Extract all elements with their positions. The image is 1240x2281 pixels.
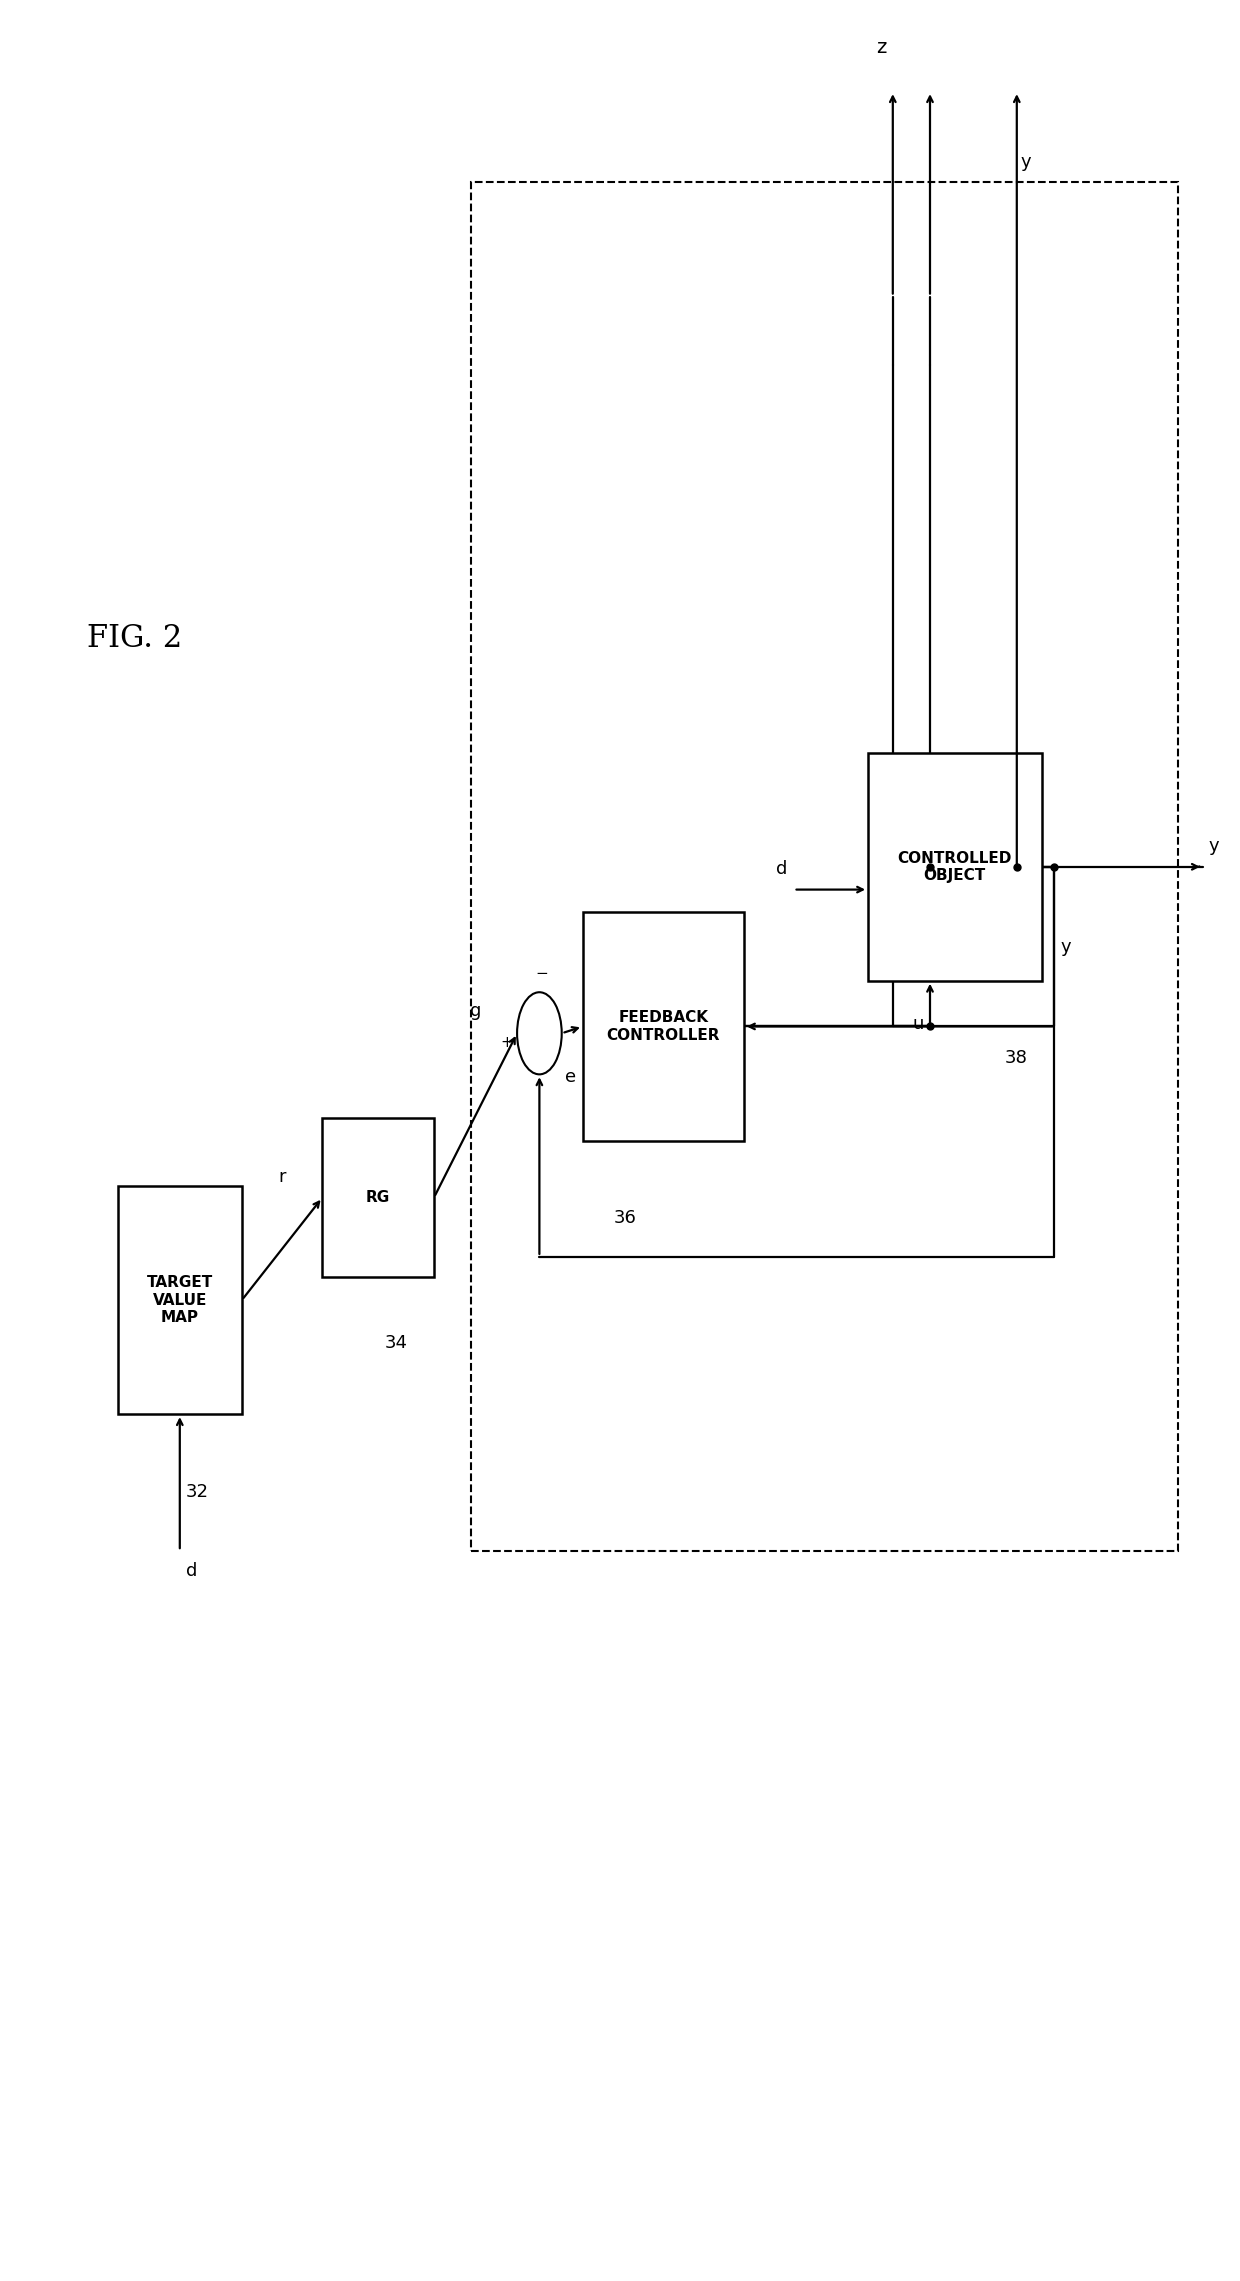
Text: −: − xyxy=(536,965,548,981)
Text: FIG. 2: FIG. 2 xyxy=(87,623,182,655)
FancyBboxPatch shape xyxy=(118,1186,242,1414)
FancyBboxPatch shape xyxy=(868,753,1042,981)
Text: y: y xyxy=(1209,837,1220,855)
Text: d: d xyxy=(186,1562,197,1581)
Text: y: y xyxy=(1060,937,1071,956)
Text: +: + xyxy=(501,1036,513,1049)
Text: 34: 34 xyxy=(384,1334,408,1353)
Text: e: e xyxy=(565,1068,577,1086)
Text: 36: 36 xyxy=(614,1209,636,1227)
Text: z: z xyxy=(877,39,887,57)
FancyBboxPatch shape xyxy=(322,1118,434,1277)
Text: d: d xyxy=(776,860,787,878)
Text: g: g xyxy=(470,1001,481,1020)
Text: CONTROLLED
OBJECT: CONTROLLED OBJECT xyxy=(898,851,1012,883)
Text: TARGET
VALUE
MAP: TARGET VALUE MAP xyxy=(146,1275,213,1325)
Text: 32: 32 xyxy=(186,1483,210,1501)
Text: FEEDBACK
CONTROLLER: FEEDBACK CONTROLLER xyxy=(606,1010,720,1042)
Text: RG: RG xyxy=(366,1191,391,1204)
Text: r: r xyxy=(278,1168,286,1186)
Circle shape xyxy=(517,992,562,1074)
Text: u: u xyxy=(913,1015,924,1033)
Text: y: y xyxy=(1021,153,1032,171)
FancyBboxPatch shape xyxy=(583,912,744,1140)
Text: 38: 38 xyxy=(1004,1049,1027,1068)
